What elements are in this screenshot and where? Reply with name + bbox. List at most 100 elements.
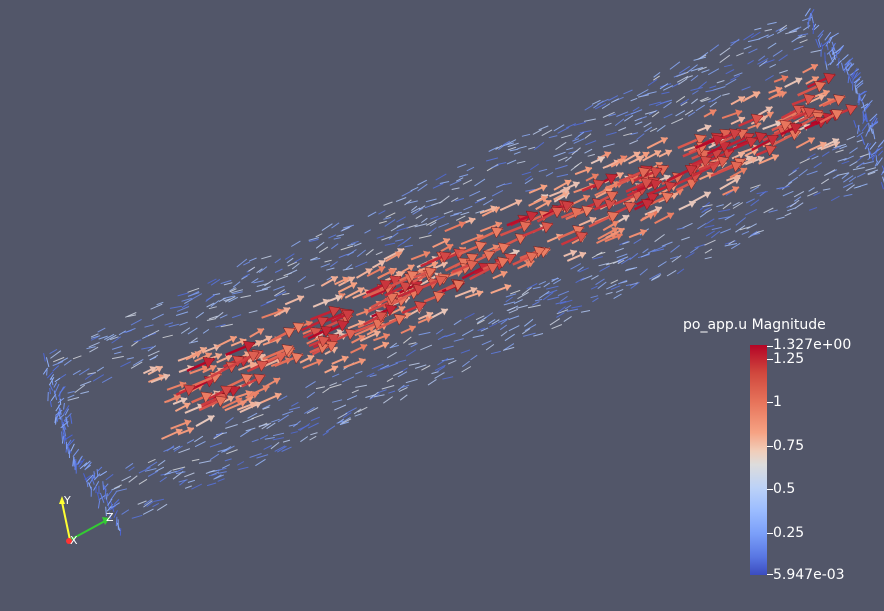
flow-arrow xyxy=(451,197,459,203)
flow-arrowhead xyxy=(514,199,522,207)
flow-arrow xyxy=(808,187,815,192)
flow-arrowhead xyxy=(604,198,617,211)
flow-arrow xyxy=(172,466,186,471)
flow-arrow xyxy=(754,27,762,31)
flow-arrow xyxy=(815,38,820,49)
flow-arrowhead xyxy=(274,392,282,400)
color-legend-tick-label: 1.25 xyxy=(773,351,805,367)
flow-arrow xyxy=(817,29,825,38)
flow-arrow xyxy=(118,330,127,336)
flow-arrow xyxy=(591,274,599,280)
flow-arrow xyxy=(220,323,233,328)
flow-arrow xyxy=(184,485,192,489)
flow-arrow xyxy=(587,153,595,157)
flow-arrow xyxy=(290,431,298,434)
flow-arrow xyxy=(202,328,210,334)
flow-arrow xyxy=(693,56,707,61)
flow-arrow xyxy=(414,364,427,369)
flow-arrow xyxy=(83,473,87,482)
flow-arrow xyxy=(110,502,120,509)
flow-arrow xyxy=(62,422,67,430)
flow-arrow xyxy=(632,106,640,112)
flow-arrow xyxy=(856,88,858,95)
flow-arrowhead xyxy=(605,173,618,186)
flow-arrowhead xyxy=(264,335,273,343)
flow-arrow xyxy=(377,366,390,371)
flow-arrowhead xyxy=(245,390,253,398)
flow-arrowhead xyxy=(766,111,774,119)
flow-arrow xyxy=(130,361,143,369)
flow-arrow xyxy=(718,216,730,220)
flow-arrow xyxy=(45,357,50,368)
flow-arrow xyxy=(153,498,165,502)
flow-arrow xyxy=(247,412,258,419)
flow-arrow xyxy=(437,365,446,372)
flow-arrow xyxy=(322,430,329,436)
flow-arrow xyxy=(821,178,830,185)
flow-arrow xyxy=(708,99,716,103)
flow-arrow xyxy=(807,191,818,197)
x-axis-label: X xyxy=(70,534,78,547)
flow-arrowhead xyxy=(490,205,498,213)
flow-arrow xyxy=(736,52,744,57)
flow-arrow xyxy=(574,161,583,168)
flow-arrow xyxy=(249,257,257,262)
flow-arrow xyxy=(80,380,92,387)
flow-arrow xyxy=(72,355,82,360)
flow-arrow xyxy=(503,301,516,306)
flow-arrow xyxy=(623,89,633,95)
flow-arrow xyxy=(61,435,64,444)
flow-arrow xyxy=(229,288,237,293)
flow-arrowhead xyxy=(639,228,647,237)
flow-arrow xyxy=(453,338,464,342)
flow-arrow xyxy=(277,445,287,453)
color-legend-tick-label: 1 xyxy=(773,394,782,410)
flow-arrow xyxy=(178,479,188,483)
flow-arrow xyxy=(590,285,598,290)
flow-arrow xyxy=(521,133,531,137)
flow-arrow xyxy=(853,120,857,128)
flow-arrow xyxy=(837,46,844,54)
color-legend-tick-label: 0.25 xyxy=(773,525,805,541)
flow-arrow xyxy=(453,319,462,326)
flow-arrow xyxy=(58,414,65,420)
flow-arrow xyxy=(704,248,713,254)
flow-arrow xyxy=(332,373,340,378)
flow-arrow xyxy=(274,445,286,452)
flow-arrow xyxy=(516,304,528,309)
flow-arrow xyxy=(551,324,563,330)
flow-arrowhead xyxy=(774,120,782,128)
flow-arrow xyxy=(399,394,408,401)
flow-arrow xyxy=(857,93,860,103)
flow-arrow xyxy=(195,311,204,319)
flow-arrow xyxy=(331,243,339,250)
flow-arrowhead xyxy=(569,249,577,257)
flow-arrowhead xyxy=(155,365,163,373)
flow-arrow xyxy=(720,228,732,234)
flow-arrowhead xyxy=(749,156,757,164)
flow-arrow xyxy=(306,407,319,414)
flow-arrow xyxy=(503,343,515,351)
flow-arrow xyxy=(794,196,802,202)
flow-arrow xyxy=(232,314,242,319)
flow-arrow xyxy=(779,69,788,74)
flow-arrowhead xyxy=(623,201,637,214)
flow-arrowhead xyxy=(378,260,386,267)
flow-arrow xyxy=(687,111,696,117)
flow-arrow xyxy=(616,253,628,259)
flow-arrow xyxy=(130,318,142,326)
flow-arrow xyxy=(238,466,249,471)
flow-arrow xyxy=(60,421,69,429)
flow-arrow xyxy=(385,212,396,218)
flow-arrow xyxy=(397,384,405,391)
flow-arrowhead xyxy=(781,74,789,83)
flow-arrow xyxy=(630,97,638,102)
flow-arrow xyxy=(779,24,788,32)
flow-arrow xyxy=(288,423,298,427)
flow-arrowhead xyxy=(664,180,677,193)
flow-arrow xyxy=(560,295,568,302)
flow-arrow xyxy=(532,286,541,290)
flow-arrow xyxy=(640,93,649,97)
flow-arrowhead xyxy=(684,164,698,177)
